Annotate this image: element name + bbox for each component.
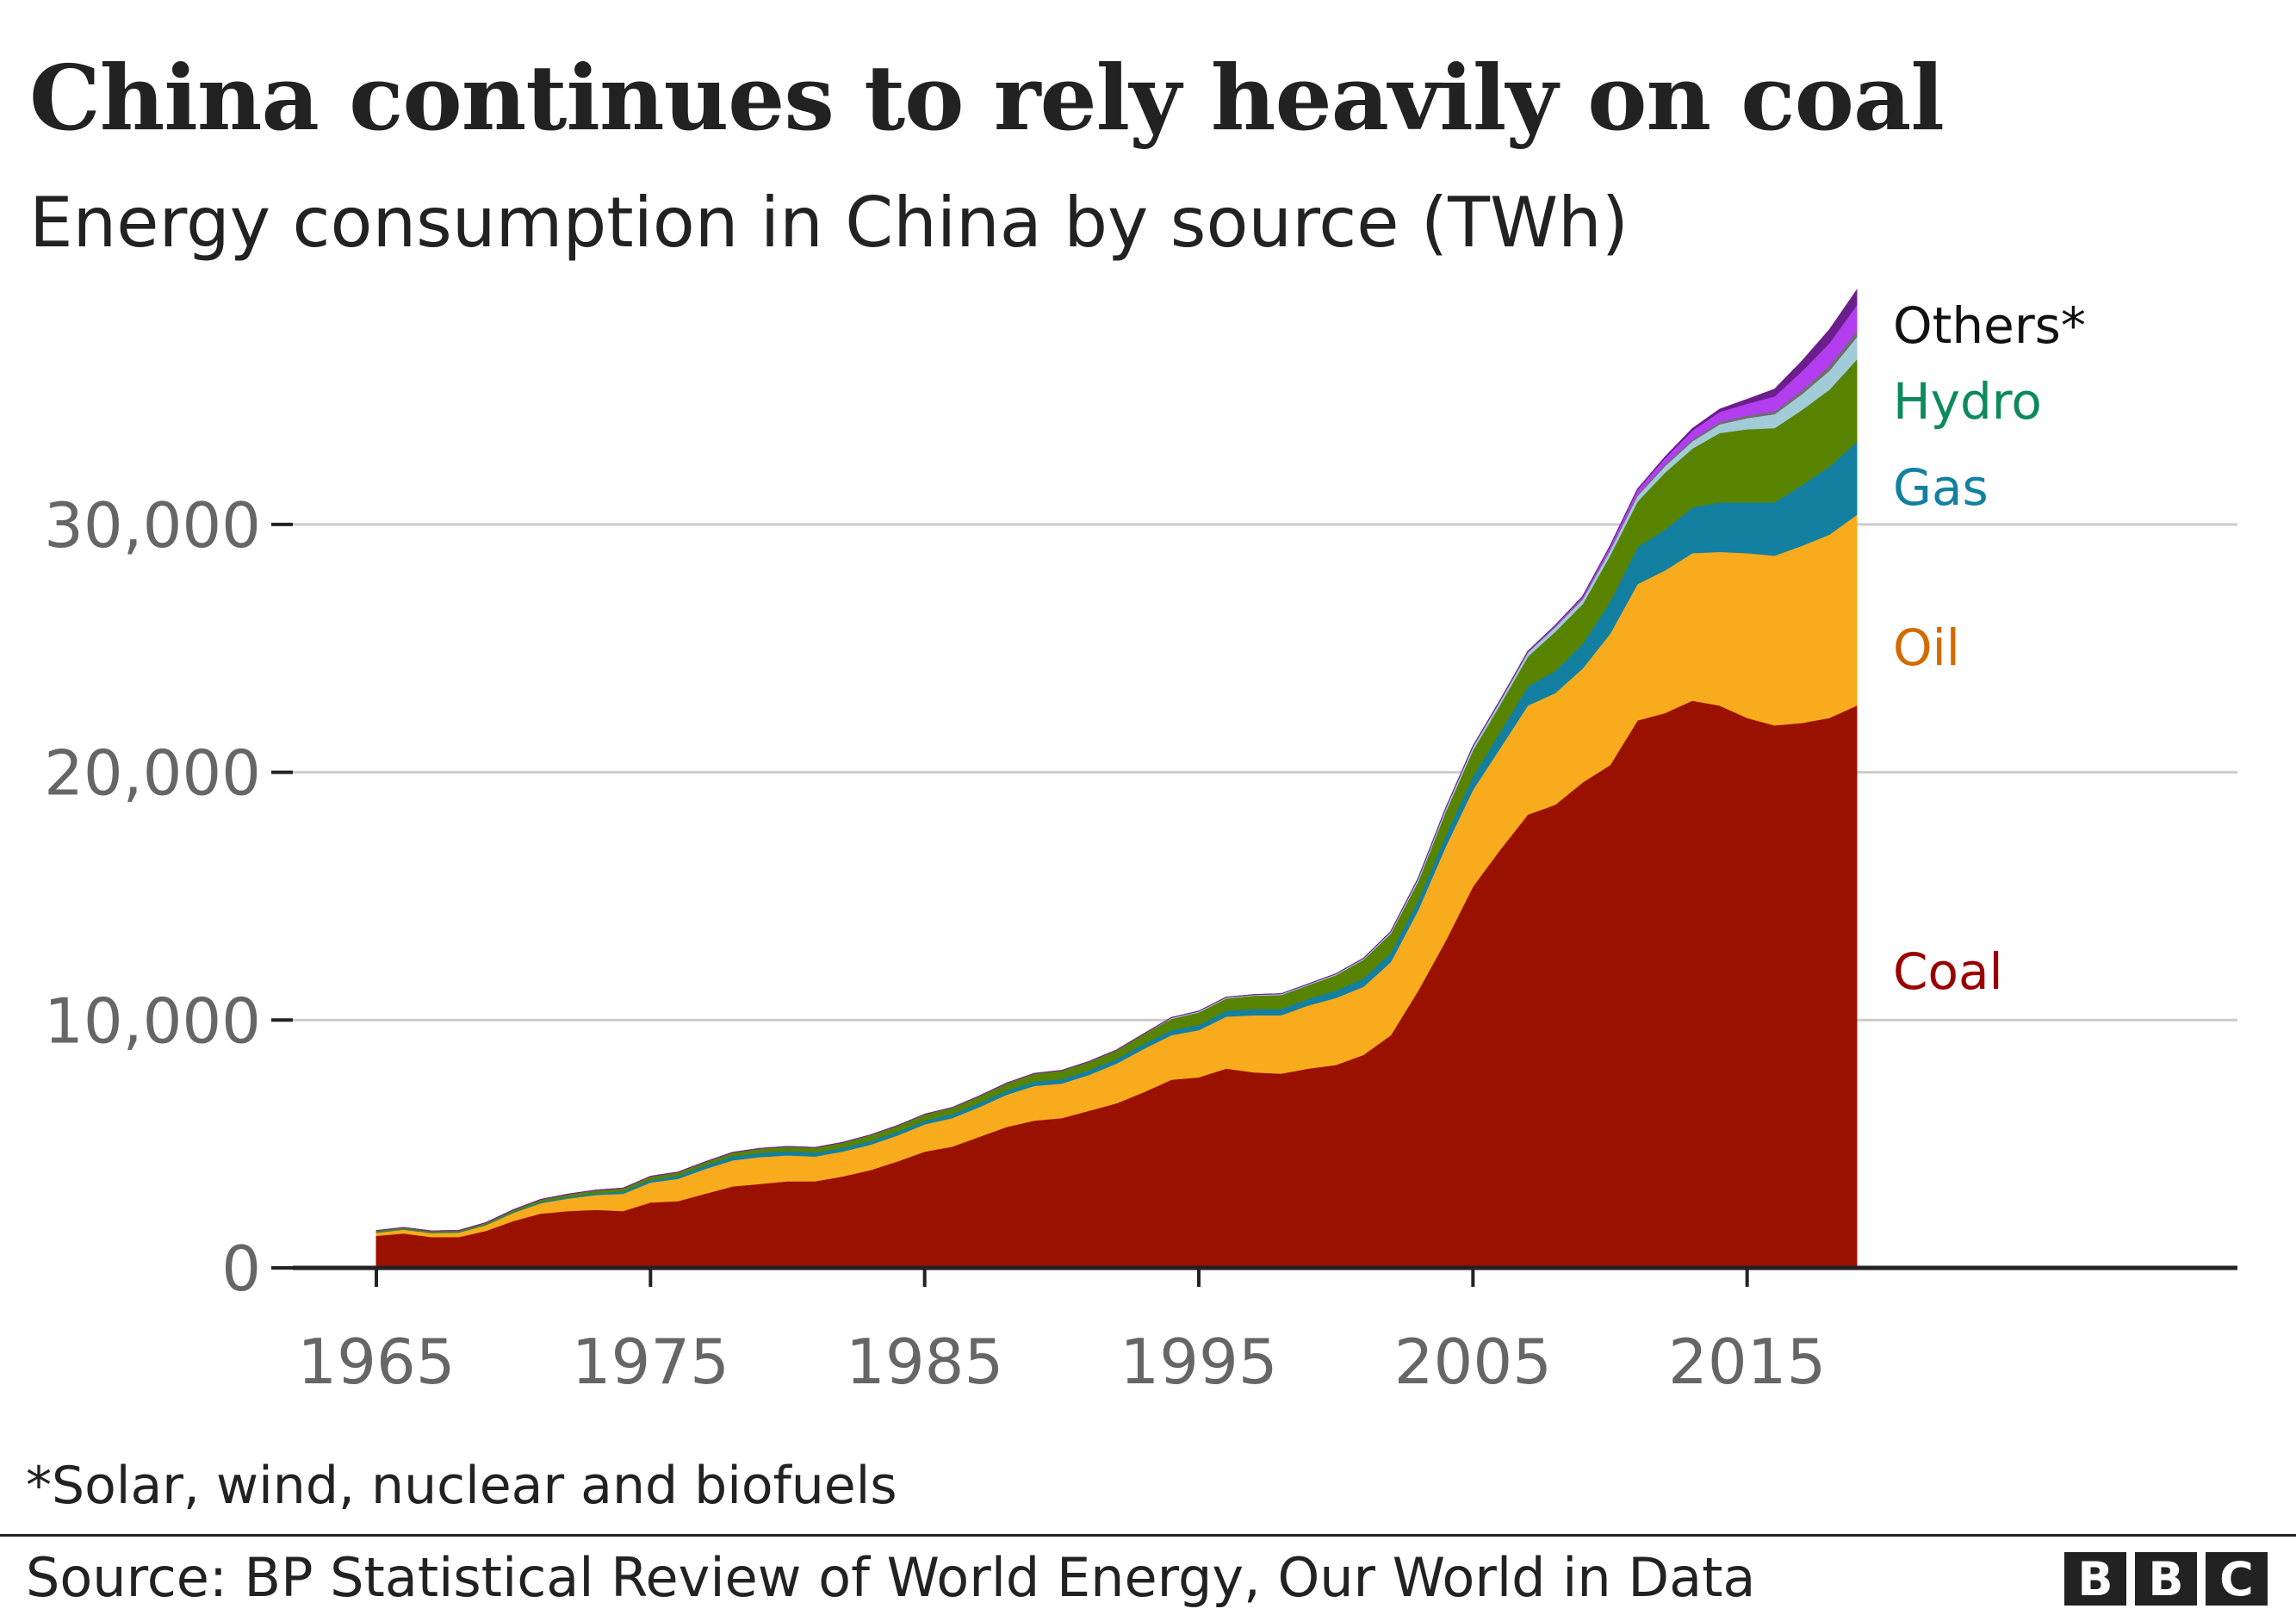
label-gas: Gas [1893, 458, 1989, 517]
y-tick-label: 0 [221, 1233, 261, 1305]
x-tick-label: 1975 [572, 1326, 729, 1398]
y-tick-label: 30,000 [44, 489, 261, 562]
label-oil: Oil [1893, 618, 1960, 677]
area-layers [375, 289, 1858, 1269]
logo-letter: B [2064, 1552, 2126, 1606]
label-coal: Coal [1893, 942, 2003, 1001]
label-others: Others* [1893, 296, 2086, 355]
y-tick-label: 10,000 [44, 985, 261, 1057]
label-hydro: Hydro [1893, 372, 2042, 431]
series-labels: Others* Hydro Gas Oil Coal [1893, 296, 2086, 1001]
x-tick-label: 2005 [1394, 1326, 1552, 1398]
x-tick-label: 2015 [1668, 1326, 1826, 1398]
axes: 0 10,000 20,000 30,000 1965 1975 1985 1995 2005 2… [44, 489, 2237, 1398]
chart-title: China continues to rely heavily on coal [29, 45, 1945, 151]
y-tick-label: 20,000 [44, 737, 261, 810]
bbc-logo: B B C [2064, 1552, 2268, 1606]
area-coal [375, 699, 1858, 1269]
logo-letter: B [2135, 1552, 2197, 1606]
divider [0, 1534, 2296, 1537]
chart-subtitle: Energy consumption in China by source (T… [29, 183, 1629, 263]
x-tick-label: 1995 [1120, 1326, 1277, 1398]
logo-letter: C [2206, 1552, 2268, 1606]
x-tick-label: 1985 [846, 1326, 1003, 1398]
source-note: Source: BP Statistical Review of World E… [26, 1546, 1756, 1609]
footnote: *Solar, wind, nuclear and biofuels [26, 1456, 897, 1516]
area-others-solar [375, 289, 1858, 1232]
x-tick-label: 1965 [297, 1326, 455, 1398]
